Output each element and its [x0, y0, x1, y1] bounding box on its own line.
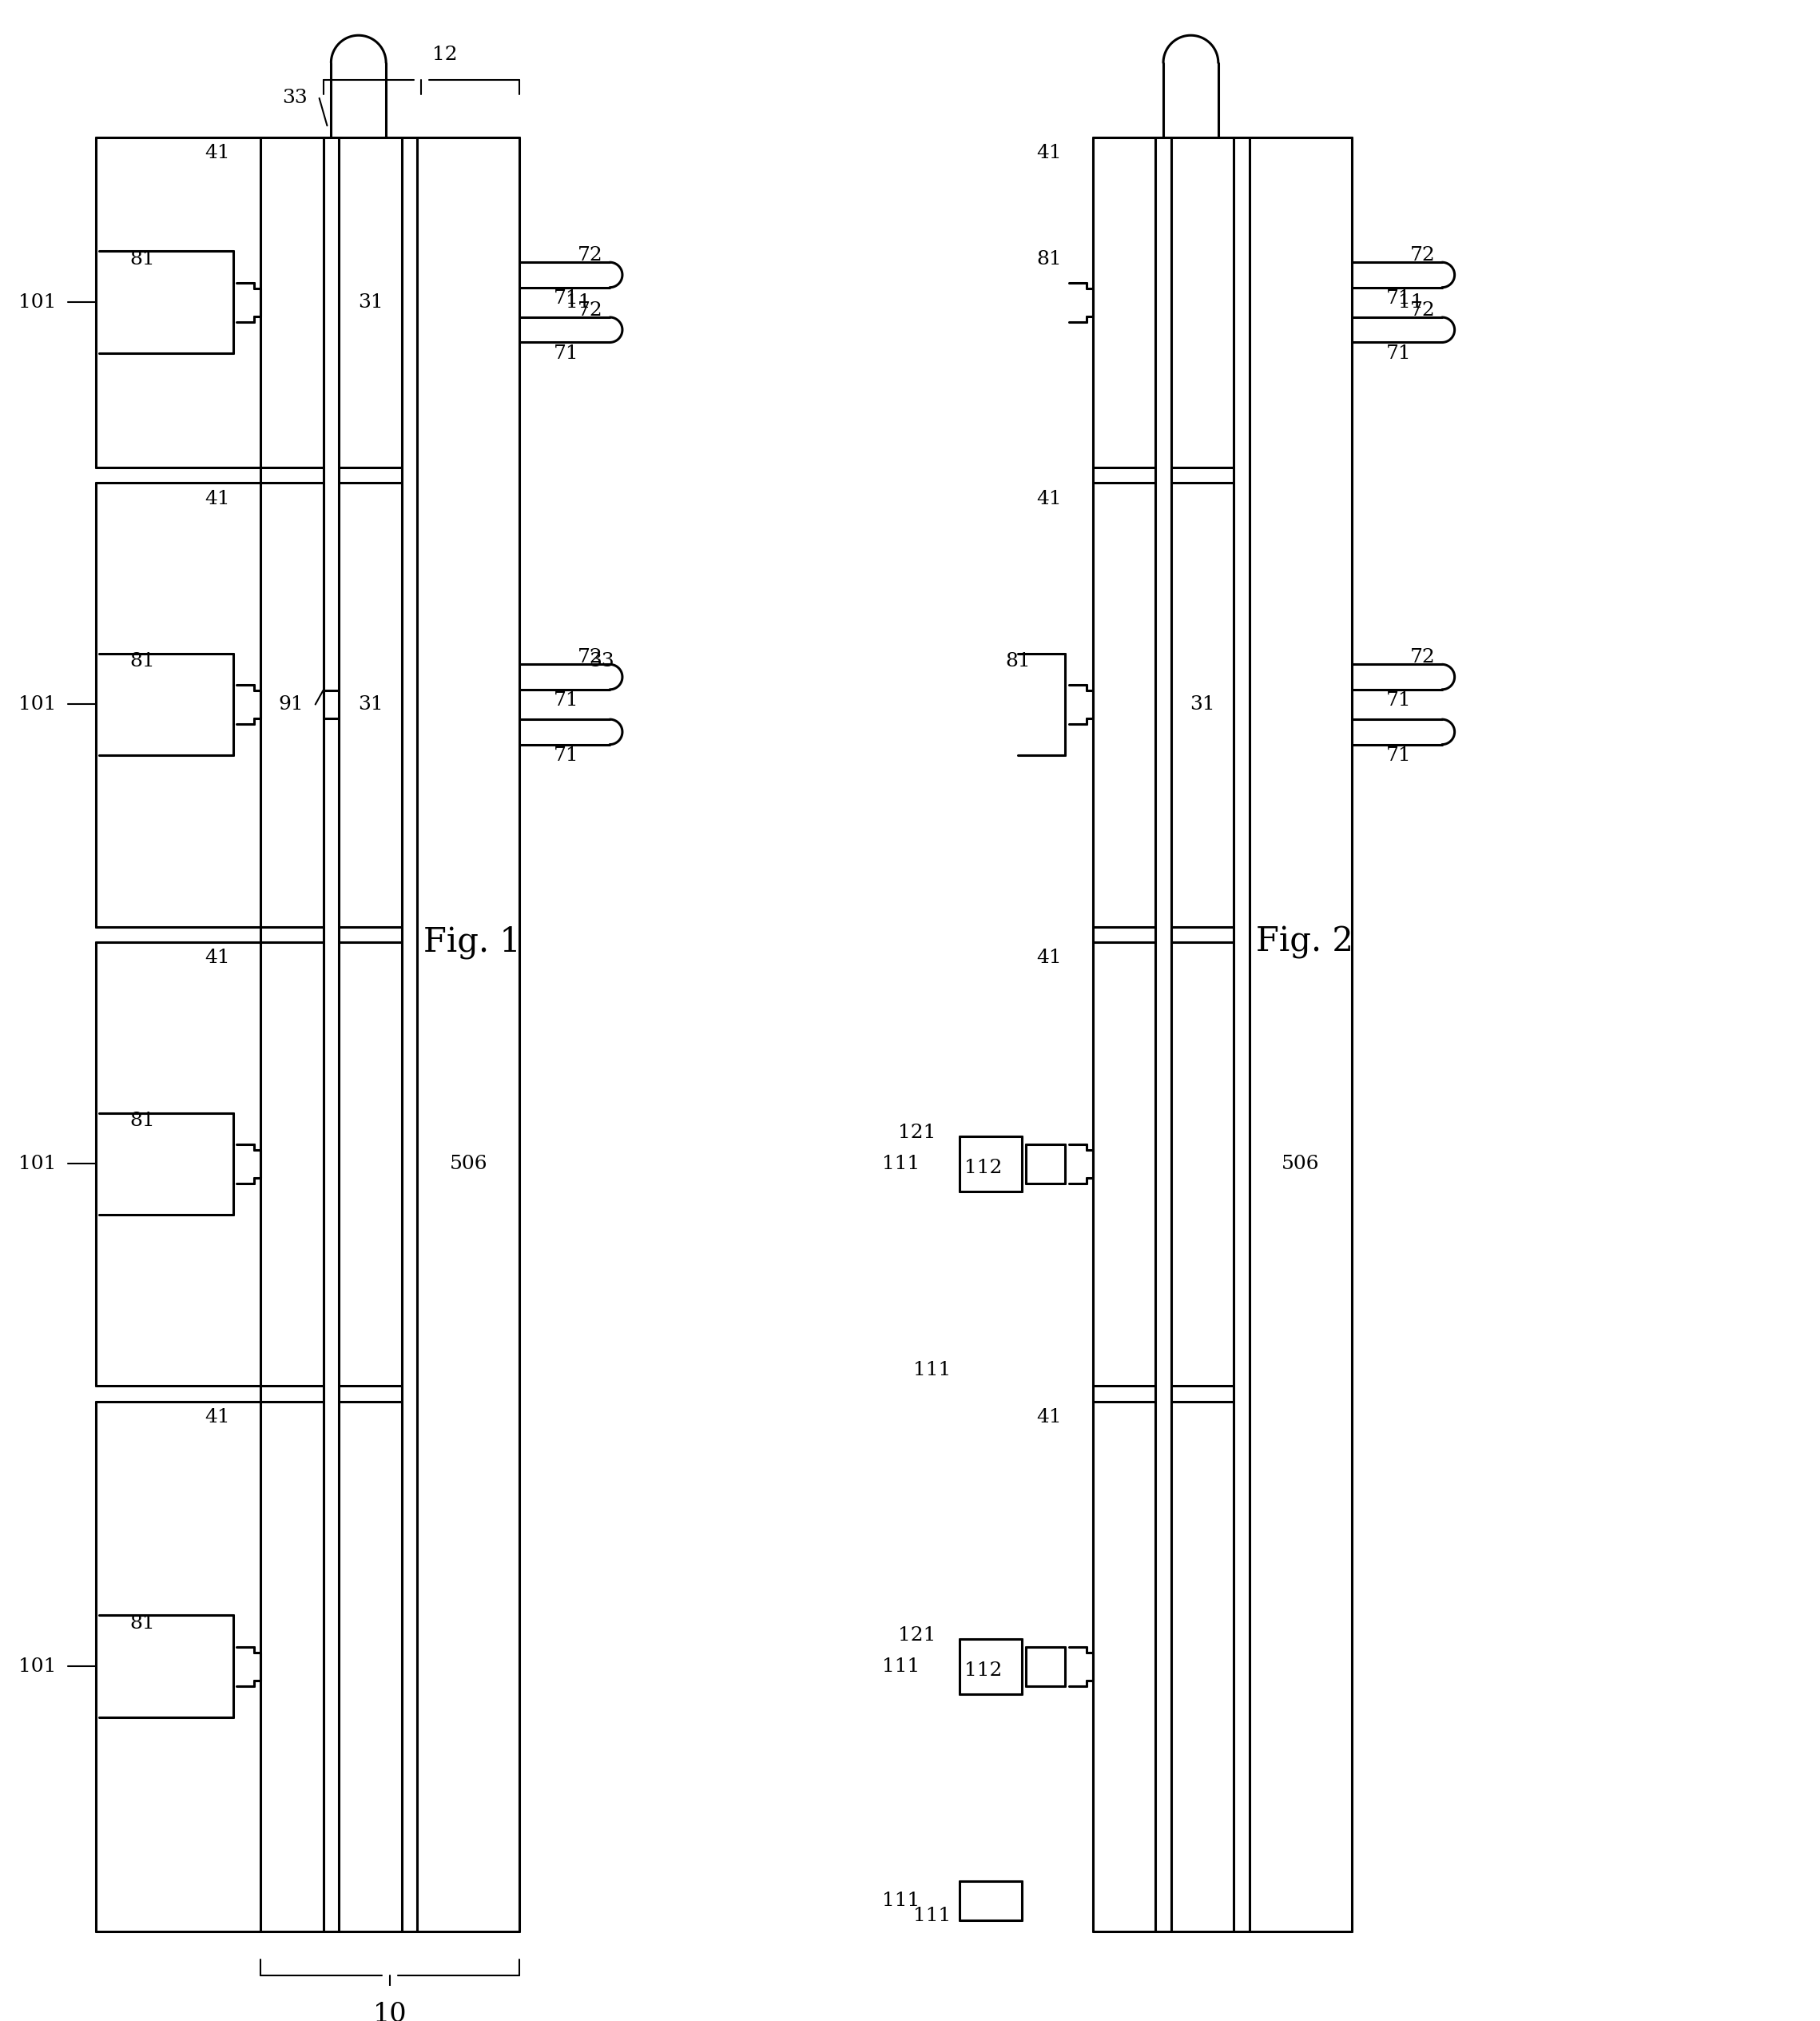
Text: 91: 91	[278, 695, 304, 713]
Text: 41: 41	[1037, 950, 1063, 968]
Text: 111: 111	[883, 1657, 919, 1675]
Text: 506: 506	[450, 1154, 488, 1172]
Text: 111: 111	[914, 1362, 952, 1380]
Text: 112: 112	[965, 1158, 1003, 1176]
Text: 71: 71	[553, 746, 579, 764]
Text: 72: 72	[1411, 247, 1436, 265]
Text: 111: 111	[883, 1892, 919, 1910]
Text: 81: 81	[129, 1112, 155, 1130]
Text: 33: 33	[590, 653, 615, 671]
Text: 72: 72	[577, 649, 602, 667]
Text: 41: 41	[1037, 489, 1063, 507]
Text: 41: 41	[204, 1409, 229, 1427]
Text: 41: 41	[204, 950, 229, 968]
Text: 11: 11	[566, 293, 592, 311]
Text: 41: 41	[204, 143, 229, 162]
Text: 71: 71	[553, 344, 579, 362]
Text: 81: 81	[129, 251, 155, 269]
Text: 71: 71	[553, 289, 579, 307]
Text: 72: 72	[577, 247, 602, 265]
Text: 101: 101	[18, 293, 56, 311]
Text: 72: 72	[1411, 649, 1436, 667]
Text: 101: 101	[18, 1154, 56, 1172]
Text: 81: 81	[1037, 251, 1063, 269]
Text: 101: 101	[18, 1657, 56, 1675]
Text: 41: 41	[1037, 1409, 1063, 1427]
Text: Fig. 1: Fig. 1	[424, 926, 521, 960]
Text: 31: 31	[359, 695, 382, 713]
Text: 71: 71	[1387, 344, 1412, 362]
Text: 71: 71	[1387, 289, 1412, 307]
Text: 121: 121	[897, 1124, 935, 1142]
Text: 71: 71	[1387, 746, 1412, 764]
Text: 111: 111	[883, 1154, 919, 1172]
Text: 72: 72	[1411, 301, 1436, 319]
Text: 81: 81	[129, 653, 155, 671]
Text: 506: 506	[1281, 1154, 1320, 1172]
Text: 41: 41	[1037, 143, 1063, 162]
Text: 71: 71	[1387, 691, 1412, 709]
Text: 81: 81	[1005, 653, 1030, 671]
Text: 81: 81	[129, 1615, 155, 1633]
Text: 71: 71	[553, 691, 579, 709]
Text: 101: 101	[18, 695, 56, 713]
Text: 121: 121	[897, 1625, 935, 1645]
Text: 33: 33	[282, 89, 308, 107]
Text: 12: 12	[433, 46, 457, 65]
Text: Fig. 2: Fig. 2	[1256, 926, 1354, 960]
Text: 41: 41	[204, 489, 229, 507]
Text: 72: 72	[577, 301, 602, 319]
Text: 111: 111	[914, 1908, 952, 1926]
Text: 10: 10	[373, 2001, 408, 2021]
Text: 31: 31	[359, 293, 382, 311]
Text: 11: 11	[1398, 293, 1423, 311]
Text: 31: 31	[1190, 695, 1216, 713]
Text: 112: 112	[965, 1661, 1003, 1679]
